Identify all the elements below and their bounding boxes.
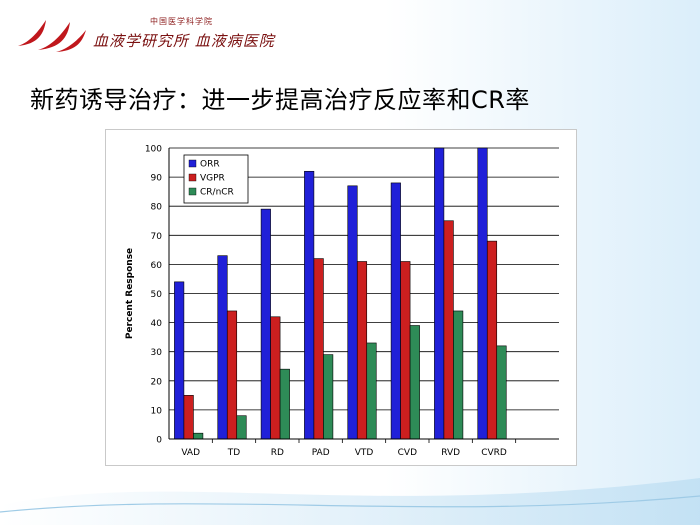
y-tick-label: 80	[151, 203, 163, 213]
institution-name: 血液学研究所 血液病医院	[93, 32, 275, 50]
legend-label: ORR	[200, 160, 220, 170]
bar-vgpr-rvd	[443, 220, 454, 440]
bar-cr-ncr-rvd	[453, 310, 464, 440]
y-tick-label: 50	[151, 290, 163, 300]
bar-orr-rd	[260, 208, 271, 440]
chart-panel: 0 10 20 30 40 50 60 70 80 90 100 Percent Response VA…	[105, 129, 577, 466]
institution-top-line: 中国医学科学院	[150, 17, 213, 26]
slide-title: 新药诱导治疗：进一步提高治疗反应率和CR率	[30, 86, 530, 114]
institution-logo	[18, 20, 86, 52]
bar-cr-ncr-cvrd	[496, 345, 507, 440]
bar-vgpr-pad	[313, 258, 324, 440]
y-tick-label: 60	[151, 261, 163, 271]
x-tick-label: CVD	[398, 448, 417, 458]
y-tick-label: 90	[151, 174, 163, 184]
legend-swatch-vgpr	[188, 173, 197, 182]
bar-orr-rvd	[434, 147, 445, 440]
x-tick-label: TD	[227, 448, 240, 458]
bar-cr-ncr-pad	[323, 354, 334, 440]
x-tick-label: VAD	[181, 448, 200, 458]
y-tick-label: 30	[151, 348, 163, 358]
x-tick-label: PAD	[312, 448, 330, 458]
legend-swatch-orr	[188, 159, 197, 168]
x-tick-label: RVD	[441, 448, 460, 458]
bar-vgpr-cvd	[400, 261, 411, 440]
y-tick-label: 100	[145, 145, 162, 155]
legend-swatch-cr-ncr	[188, 187, 197, 196]
bar-vgpr-cvrd	[486, 240, 498, 440]
y-tick-label: 70	[151, 232, 163, 242]
bar-vgpr-vad	[183, 395, 194, 440]
bar-cr-ncr-cvd	[409, 325, 420, 440]
bar-cr-ncr-vtd	[366, 342, 377, 440]
x-tick-label: RD	[271, 448, 284, 458]
x-tick-label: VTD	[355, 448, 374, 458]
legend-label: VGPR	[200, 174, 225, 184]
y-tick-label: 10	[151, 406, 163, 416]
y-tick-label: 40	[151, 319, 163, 329]
bar-orr-pad	[304, 170, 315, 440]
y-tick-label: 0	[156, 436, 162, 446]
bar-orr-vad	[174, 281, 185, 440]
bar-orr-td	[217, 255, 228, 440]
bar-chart: 0 10 20 30 40 50 60 70 80 90 100 Percent Response VA…	[125, 145, 559, 458]
bar-vgpr-td	[226, 310, 238, 440]
bar-vgpr-vtd	[356, 261, 368, 440]
bar-orr-vtd	[347, 185, 358, 440]
legend-label: CR/nCR	[200, 188, 234, 198]
bar-cr-ncr-vad	[193, 432, 204, 440]
bar-cr-ncr-td	[236, 415, 247, 440]
bar-orr-cvd	[390, 182, 401, 440]
bar-cr-ncr-rd	[279, 368, 290, 440]
bar-orr-cvrd	[477, 147, 488, 440]
bar-vgpr-rd	[270, 316, 281, 440]
x-tick-label: CVRD	[481, 448, 507, 458]
y-axis-label: Percent Response	[125, 248, 135, 339]
y-tick-label: 20	[151, 377, 163, 387]
